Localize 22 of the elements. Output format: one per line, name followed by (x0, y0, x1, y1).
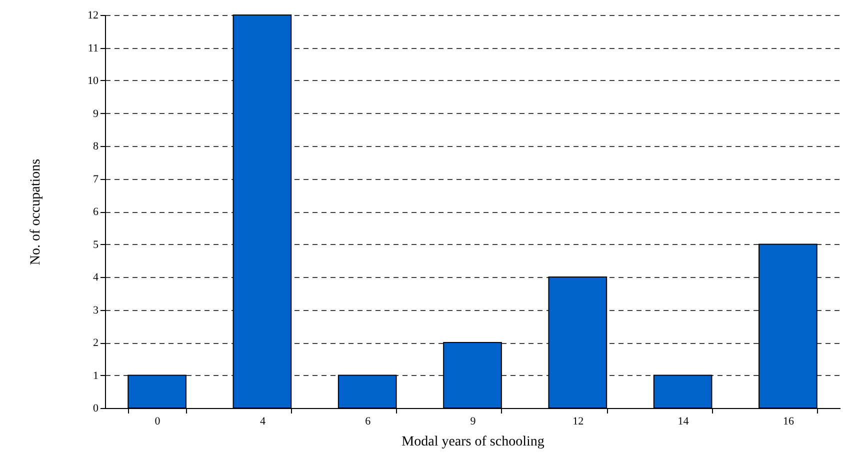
y-axis-title: No. of occupations (28, 158, 44, 266)
y-tick-label: 8 (93, 140, 99, 152)
x-tick-label: 0 (154, 416, 161, 428)
x-tick-label: 16 (782, 416, 794, 428)
x-tick-label: 12 (572, 416, 584, 428)
y-tick-label: 5 (93, 238, 99, 251)
y-tick-label: 1 (93, 370, 98, 382)
x-tick-label: 6 (365, 416, 372, 428)
y-tick-label: 2 (93, 337, 98, 349)
x-tick-label: 4 (260, 416, 266, 428)
x-tick-label: 14 (678, 416, 690, 428)
y-tick-label: 3 (93, 304, 99, 316)
y-tick-label: 4 (93, 272, 99, 284)
x-tick-label: 9 (470, 416, 476, 428)
x-axis-title: Modal years of schooling (402, 434, 544, 450)
y-tick-label: 6 (93, 206, 99, 218)
y-tick-label: 9 (93, 108, 99, 120)
y-tick-label: 10 (88, 75, 99, 87)
y-tick-label: 12 (88, 10, 98, 22)
y-tick-label: 0 (93, 402, 99, 414)
y-tick-label: 7 (93, 173, 99, 186)
y-tick-label: 11 (88, 42, 98, 54)
